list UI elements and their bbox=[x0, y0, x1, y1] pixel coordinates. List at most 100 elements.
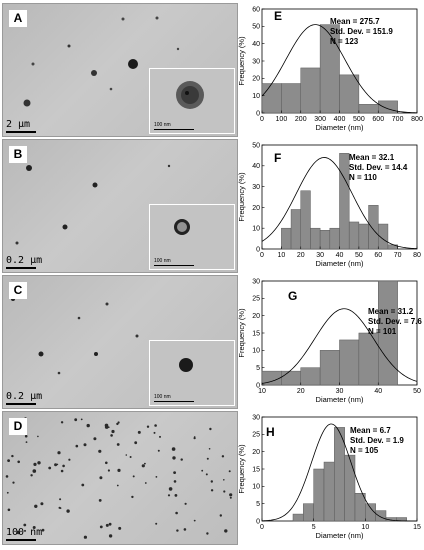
nanoparticle bbox=[132, 475, 135, 478]
x-tick-label: 50 bbox=[355, 252, 363, 259]
histogram-bar bbox=[358, 223, 369, 250]
nanoparticle bbox=[86, 423, 90, 428]
inset-image: 100 nm bbox=[149, 68, 235, 134]
x-tick-label: 70 bbox=[394, 252, 402, 259]
nanoparticle bbox=[16, 530, 21, 535]
histogram-plot: 0 5 10 15 0 5 10 15 20 25 30 Diameter (nm) Frequency… bbox=[238, 414, 421, 540]
nanoparticle bbox=[107, 469, 110, 472]
x-tick-label: 0 bbox=[260, 116, 264, 123]
scale-label: 2 µm bbox=[6, 119, 31, 130]
nanoparticle bbox=[223, 479, 225, 481]
inset-scale-bar: 100 nm bbox=[154, 258, 194, 266]
histogram-bar bbox=[310, 227, 321, 250]
nanoparticle bbox=[99, 476, 103, 480]
y-tick-label: 10 bbox=[252, 348, 260, 355]
y-axis-label: Frequency (%) bbox=[238, 172, 246, 222]
histogram-g: 10 20 30 40 50 0 5 10 15 20 25 30 Diameter (nm) Frequ… bbox=[238, 275, 424, 407]
y-tick-label: 0 bbox=[256, 382, 260, 389]
nanoparticle bbox=[108, 522, 112, 526]
nanoparticle bbox=[12, 481, 15, 484]
mean-text: Mean = 32.1 bbox=[349, 153, 395, 162]
particles-d bbox=[5, 417, 233, 539]
nanoparticle bbox=[99, 525, 103, 529]
x-tick-label: 700 bbox=[392, 116, 404, 123]
y-tick-label: 5 bbox=[256, 365, 260, 372]
nanoparticle bbox=[34, 504, 38, 508]
nanoparticle bbox=[83, 443, 87, 447]
nanoparticle bbox=[116, 422, 119, 426]
panel-label: H bbox=[266, 425, 275, 439]
nanoparticle bbox=[40, 502, 44, 506]
y-tick-label: 30 bbox=[252, 58, 260, 65]
nanoparticle bbox=[116, 443, 120, 446]
x-axis-label: Diameter (nm) bbox=[316, 531, 364, 540]
histogram-f: 0 10 20 30 40 50 60 70 80 0 10 20 30 40 50 Diameter (nm… bbox=[238, 139, 424, 271]
nanoparticle bbox=[157, 449, 160, 452]
y-tick-label: 10 bbox=[252, 226, 260, 233]
nanoparticle bbox=[37, 435, 39, 438]
x-axis-label: Diameter (nm) bbox=[316, 123, 364, 132]
nanoparticle bbox=[110, 434, 113, 437]
nanoparticle bbox=[48, 466, 52, 470]
stats-box: Mean = 32.1 Std. Dev. = 14.4 N = 110 bbox=[349, 153, 407, 183]
n-text: N = 123 bbox=[330, 37, 359, 46]
histogram-h: 0 5 10 15 0 5 10 15 20 25 30 Diameter (nm) Frequency… bbox=[238, 411, 424, 543]
x-tick-label: 40 bbox=[336, 252, 344, 259]
nanoparticle bbox=[180, 458, 183, 461]
nanoparticle bbox=[146, 425, 150, 428]
nanoparticle bbox=[75, 444, 79, 448]
scale-bar: 2 µm bbox=[6, 119, 36, 133]
nanoparticle bbox=[173, 480, 177, 483]
y-tick-label: 20 bbox=[252, 449, 260, 456]
nanoparticle bbox=[93, 437, 97, 441]
nanoparticle bbox=[24, 434, 28, 438]
nanoparticle bbox=[32, 526, 36, 529]
x-axis-label: Diameter (nm) bbox=[316, 395, 364, 404]
histogram-bar bbox=[300, 367, 321, 386]
nanoparticle bbox=[62, 464, 65, 468]
panel-label: C bbox=[9, 282, 27, 299]
panel-label: D bbox=[9, 418, 27, 435]
nanoparticle bbox=[154, 424, 157, 427]
x-tick-label: 800 bbox=[411, 116, 423, 123]
nanoparticle bbox=[206, 532, 209, 535]
histogram-bar bbox=[334, 427, 345, 522]
nanoparticle bbox=[7, 459, 10, 462]
x-tick-label: 600 bbox=[372, 116, 384, 123]
nanoparticle bbox=[56, 463, 59, 466]
nanoparticle bbox=[168, 487, 173, 491]
panel-label: E bbox=[274, 9, 283, 23]
x-tick-label: 0 bbox=[260, 252, 264, 259]
y-tick-label: 10 bbox=[252, 484, 260, 491]
gaussian-fit-line bbox=[261, 423, 417, 522]
sd-text: Std. Dev. = 14.4 bbox=[349, 163, 408, 172]
scale-bar: 0.2 µm bbox=[6, 391, 42, 405]
nanoparticle bbox=[193, 519, 196, 522]
y-tick-label: 0 bbox=[256, 110, 260, 117]
y-axis-label: Frequency (%) bbox=[238, 308, 246, 358]
nanoparticle bbox=[141, 464, 145, 468]
y-tick-label: 60 bbox=[252, 6, 260, 13]
nanoparticle bbox=[219, 514, 222, 517]
nanoparticle bbox=[58, 506, 61, 509]
sd-text: Std. Dev. = 151.9 bbox=[330, 27, 393, 36]
nanoparticle bbox=[137, 430, 141, 434]
nanoparticle bbox=[221, 455, 225, 458]
micrograph-b: B 100 nm 0.2 µm bbox=[2, 139, 238, 273]
histogram-bar bbox=[375, 510, 387, 522]
scale-bar: 0.2 µm bbox=[6, 255, 42, 269]
x-tick-label: 80 bbox=[413, 252, 421, 259]
histogram-bar bbox=[378, 223, 389, 250]
histogram-bar bbox=[303, 503, 314, 522]
histogram-bar bbox=[339, 74, 360, 114]
nanoparticle bbox=[159, 435, 161, 438]
nanoparticle bbox=[172, 456, 176, 460]
histogram-bar bbox=[344, 454, 356, 522]
x-tick-label: 100 bbox=[276, 116, 288, 123]
y-tick-label: 15 bbox=[252, 466, 260, 473]
inset-scale-label: 100 nm bbox=[154, 258, 171, 264]
histogram-bar bbox=[339, 153, 350, 250]
histogram-e: 0 100 200 300 400 500 600 700 800 0 10 20 30 40 50 60 Di… bbox=[238, 3, 424, 135]
x-tick-label: 5 bbox=[312, 524, 316, 531]
